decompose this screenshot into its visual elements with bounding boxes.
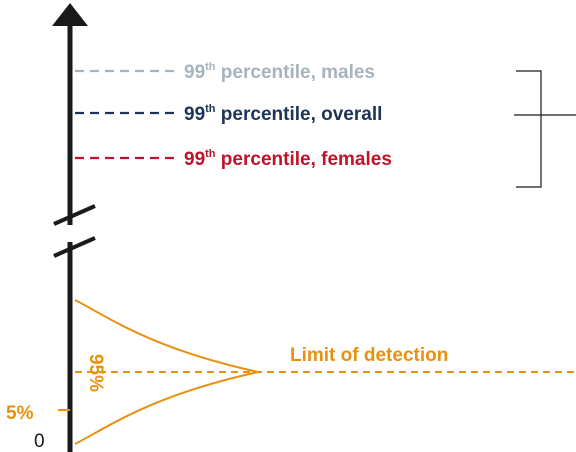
limit-of-detection-label: Limit of detection [290,345,448,366]
arrow-up-icon [52,3,88,26]
overall-percentile-label: 99th percentile, overall [184,103,382,125]
percentile-bracket [514,70,576,188]
males-percentile-label: 99th percentile, males [184,61,375,83]
axis-break-icon [53,204,96,258]
axis-zero-label: 0 [34,431,45,452]
tail-5-label: 5% [6,403,34,424]
distribution-curve [74,299,259,445]
coverage-95-label: 95% [85,354,106,392]
females-percentile-label: 99th percentile, females [184,148,392,170]
